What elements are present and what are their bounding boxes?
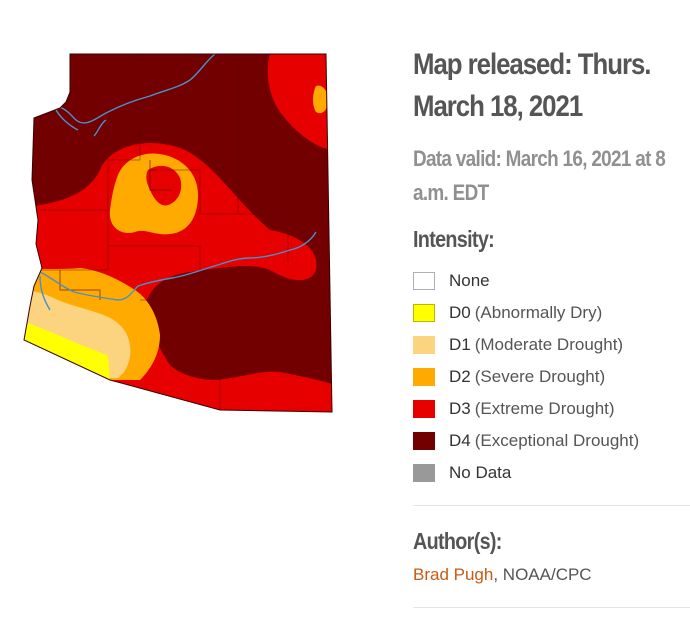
divider <box>413 607 690 608</box>
legend-item-d1: D1 (Moderate Drought) <box>413 329 690 361</box>
legend-code: D4 <box>449 431 471 450</box>
author-link[interactable]: Brad Pugh <box>413 565 494 584</box>
divider <box>413 505 690 506</box>
data-valid-line2: a.m. EDT <box>413 180 489 205</box>
legend-code: No Data <box>449 463 512 482</box>
info-panel: Map released: Thurs. March 18, 2021 Data… <box>413 44 690 608</box>
legend-desc: (Extreme Drought) <box>474 399 615 418</box>
legend-desc: (Severe Drought) <box>474 367 606 386</box>
d2-area-northeast-spot <box>313 85 328 114</box>
legend-code: D1 <box>449 335 471 354</box>
legend-swatch-d2 <box>413 368 435 386</box>
map-released-line2: March 18, 2021 <box>413 90 583 123</box>
drought-map <box>23 53 333 413</box>
d4-area-southcentral <box>184 278 270 329</box>
intensity-legend: None D0 (Abnormally Dry) D1 (Moderate Dr… <box>413 265 690 489</box>
legend-item-d3: D3 (Extreme Drought) <box>413 393 690 425</box>
legend-swatch-d3 <box>413 400 435 418</box>
legend-item-none: None <box>413 265 690 297</box>
legend-item-d2: D2 (Severe Drought) <box>413 361 690 393</box>
legend-code: None <box>449 271 490 290</box>
legend-swatch-d4 <box>413 432 435 450</box>
legend-swatch-no-data <box>413 464 435 482</box>
legend-desc: (Abnormally Dry) <box>474 303 603 322</box>
legend-item-d4: D4 (Exceptional Drought) <box>413 425 690 457</box>
d3-area-horseshoe <box>146 165 182 206</box>
d3-area-northeast <box>267 54 330 150</box>
legend-desc: (Moderate Drought) <box>474 335 624 354</box>
legend-swatch-none <box>413 272 435 290</box>
legend-item-d0: D0 (Abnormally Dry) <box>413 297 690 329</box>
legend-code: D3 <box>449 399 471 418</box>
legend-desc: (Exceptional Drought) <box>474 431 640 450</box>
intensity-heading: Intensity: <box>413 226 495 252</box>
data-valid-text: Data valid: March 16, 2021 at 8 a.m. EDT <box>413 142 688 210</box>
legend-swatch-d0 <box>413 304 435 322</box>
legend-code: D2 <box>449 367 471 386</box>
legend-code: D0 <box>449 303 471 322</box>
legend-swatch-d1 <box>413 336 435 354</box>
author-affiliation: , NOAA/CPC <box>493 565 592 584</box>
author-line: Brad Pugh, NOAA/CPC <box>413 565 690 585</box>
map-released-heading: Map released: Thurs. March 18, 2021 <box>413 44 688 128</box>
author-heading: Author(s): <box>413 528 502 554</box>
arizona-outline <box>23 53 333 413</box>
map-released-line1: Map released: Thurs. <box>413 48 651 81</box>
county-lines <box>40 54 332 410</box>
legend-item-no-data: No Data <box>413 457 690 489</box>
arizona-drought-map-svg <box>23 53 333 413</box>
data-valid-line1: Data valid: March 16, 2021 at 8 <box>413 146 666 171</box>
